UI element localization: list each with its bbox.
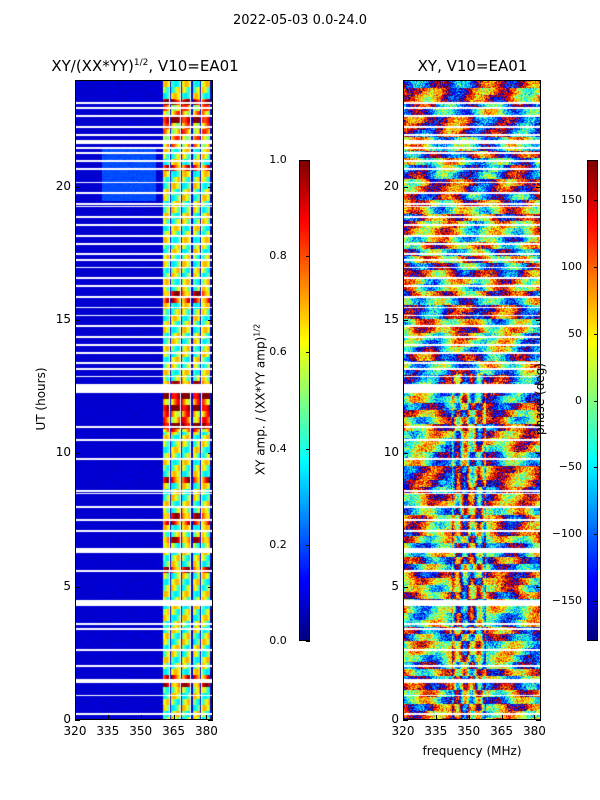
left-title-suffix: , V10=EA01	[148, 57, 239, 75]
phase-colorbar-tick	[594, 600, 598, 602]
amplitude-colorbar-gradient	[300, 161, 309, 640]
right-y-tick-label: 20	[383, 178, 399, 193]
phase-heatmap	[403, 80, 541, 720]
right-x-tick-label: 350	[457, 724, 481, 738]
left-y-axis-label: UT (hours)	[34, 367, 48, 431]
right-panel-title: XY, V10=EA01	[417, 57, 528, 75]
right-y-tick-right	[536, 453, 541, 455]
left-y-tick-label: 15	[55, 312, 71, 326]
left-y-tick-right	[208, 586, 213, 588]
phase-colorbar-tick-label: −50	[558, 460, 582, 474]
phase-heatmap-canvas	[404, 81, 540, 719]
phase-colorbar-tick	[594, 467, 598, 469]
right-y-tick-label: 15	[383, 312, 399, 326]
left-y-tick-label: 5	[63, 578, 71, 593]
right-y-tick-label: 0	[391, 712, 399, 726]
left-x-tick-label: 335	[96, 724, 120, 738]
right-y-tick-right	[536, 586, 541, 588]
left-y-tick	[75, 720, 80, 721]
amplitude-heatmap-canvas	[76, 81, 212, 719]
left-y-tick	[75, 320, 80, 321]
right-y-tick-right	[536, 186, 541, 188]
amplitude-colorbar-tick-label: 0.4	[269, 441, 287, 455]
phase-colorbar-tick	[594, 333, 598, 335]
left-panel-title: XY/(XX*YY)1/2, V10=EA01	[40, 57, 250, 75]
left-y-tick-label: 10	[55, 445, 71, 460]
amplitude-colorbar	[299, 160, 310, 641]
x-axis-label: frequency (MHz)	[422, 744, 522, 758]
amplitude-colorbar-tick	[306, 544, 310, 546]
left-y-tick-right	[208, 186, 213, 188]
left-x-tick-label: 320	[63, 724, 87, 738]
amplitude-colorbar-tick-label: 0.6	[269, 345, 287, 359]
right-x-tick-label: 335	[424, 724, 448, 738]
right-x-tick-label: 380	[522, 724, 546, 738]
right-x-tick	[403, 715, 404, 720]
phase-colorbar-gradient	[588, 161, 597, 640]
right-x-tick	[534, 715, 536, 720]
right-x-tick-label: 320	[391, 724, 415, 738]
amplitude-colorbar-label-exponent: 1/2	[252, 323, 262, 337]
amplitude-colorbar-tick-label: 0.2	[269, 537, 287, 551]
right-y-tick-right	[536, 320, 541, 321]
amplitude-heatmap	[75, 80, 213, 720]
phase-colorbar-tick-label: −100	[551, 527, 582, 541]
left-title-text: XY/(XX*YY)	[51, 57, 134, 75]
amplitude-colorbar-tick	[306, 448, 310, 450]
amplitude-colorbar-tick	[306, 352, 310, 354]
phase-colorbar-tick	[594, 266, 598, 268]
phase-colorbar-tick-label: 50	[568, 326, 582, 340]
right-x-tick	[468, 715, 470, 720]
left-title-exponent: 1/2	[133, 58, 149, 68]
phase-colorbar-tick	[594, 400, 598, 402]
amplitude-colorbar-label: XY amp. / (XX*YY amp)1/2	[253, 300, 268, 500]
right-y-tick	[403, 720, 408, 721]
left-y-tick-label: 20	[55, 178, 71, 193]
right-y-tick	[403, 186, 408, 188]
left-x-tick	[206, 715, 208, 720]
amplitude-colorbar-tick-label: 0.0	[269, 634, 287, 647]
left-x-tick-label: 380	[194, 724, 218, 738]
right-y-tick-label: 5	[391, 578, 399, 593]
right-x-tick	[501, 715, 503, 720]
right-y-tick-right	[536, 720, 541, 721]
phase-colorbar-tick	[594, 534, 598, 536]
right-y-tick	[403, 320, 408, 321]
left-x-tick	[107, 715, 109, 720]
left-y-tick-label: 0	[63, 712, 71, 726]
right-x-tick-label: 365	[490, 724, 514, 738]
phase-colorbar-tick-label: 100	[561, 259, 582, 273]
left-x-tick	[140, 715, 142, 720]
left-x-tick-label: 350	[129, 724, 153, 738]
phase-colorbar-tick-label: −150	[551, 593, 582, 607]
phase-colorbar-tick-label: 150	[561, 193, 582, 207]
phase-colorbar-tick-label: 0	[575, 393, 582, 407]
left-y-tick	[75, 453, 80, 455]
figure-title: 2022-05-03 0.0-24.0	[233, 13, 367, 28]
left-y-tick	[75, 586, 80, 588]
right-y-tick	[403, 586, 408, 588]
left-y-tick	[75, 186, 80, 188]
amplitude-colorbar-tick-label: 1.0	[269, 153, 287, 166]
left-x-tick	[173, 715, 175, 720]
left-y-tick-right	[208, 453, 213, 455]
amplitude-colorbar-tick	[306, 160, 310, 161]
left-x-tick-label: 365	[162, 724, 186, 738]
amplitude-colorbar-tick-label: 0.8	[269, 249, 287, 263]
left-x-tick	[75, 715, 76, 720]
right-y-tick	[403, 453, 408, 455]
amplitude-colorbar-tick	[306, 641, 310, 642]
amplitude-colorbar-tick	[306, 256, 310, 258]
left-y-tick-right	[208, 720, 213, 721]
right-x-tick	[435, 715, 437, 720]
left-y-tick-right	[208, 320, 213, 321]
right-y-tick-label: 10	[383, 445, 399, 460]
phase-colorbar-tick	[594, 200, 598, 202]
